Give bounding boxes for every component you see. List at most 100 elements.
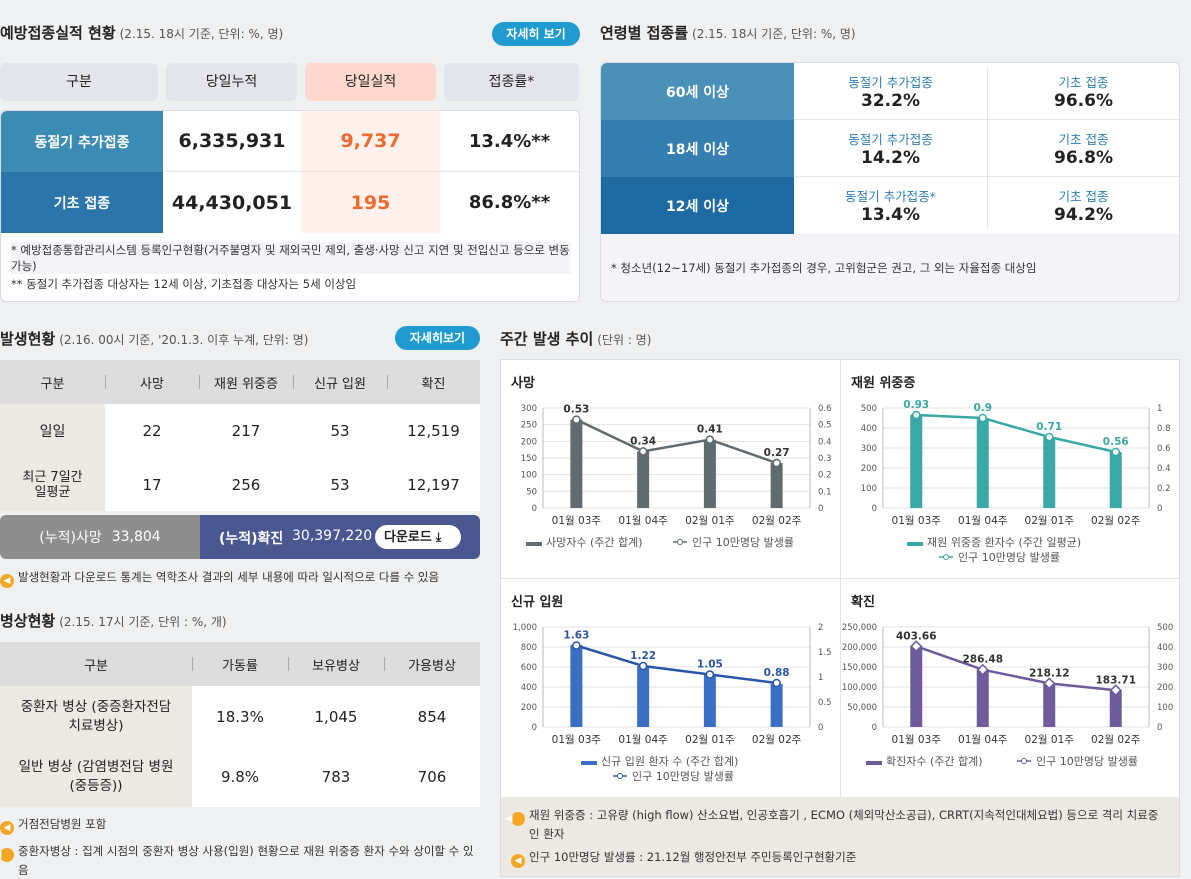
bar xyxy=(910,414,923,508)
x-tick-label: 01월 03주 xyxy=(552,515,602,527)
bed-note-2: ◀중환자병상 : 집계 시점의 중환자 병상 사용(입원) 현황으로 재원 위중… xyxy=(0,843,475,878)
rate-label: 286.48 xyxy=(962,654,1003,666)
occur-header-severe: 재원 위중증 xyxy=(214,376,278,392)
cum-confirm-box: (누적)확진 30,397,220 다운로드 ⤓ xyxy=(200,515,480,559)
rate-label: 0.93 xyxy=(903,399,929,411)
occur-header-category: 구분 xyxy=(40,376,65,392)
legend-line-label: 인구 10만명당 발생률 xyxy=(692,536,794,549)
rate-point xyxy=(772,458,781,468)
rate-label: 0.53 xyxy=(563,404,589,416)
y-tick-label: 800 xyxy=(521,643,537,653)
x-tick-label: 01월 03주 xyxy=(892,734,942,746)
y-tick-label: 150 xyxy=(521,454,537,464)
occur-row-avg-label: 최근 7일간 일평균 xyxy=(0,458,105,511)
vacc-note-2: ** 동절기 추가접종 대상자는 12세 이상, 기초접종 대상자는 5세 이상… xyxy=(11,277,357,291)
y2-tick-label: 0.4 xyxy=(818,437,832,447)
y-tick-label: 200 xyxy=(521,437,537,447)
legend-line-marker xyxy=(677,539,683,545)
rate-point xyxy=(572,641,581,650)
occur-avg-confirm: 12,197 xyxy=(407,475,460,494)
vacc-booster-rate: 13.4%** xyxy=(440,111,579,172)
y-tick-label: 50 xyxy=(526,487,537,497)
rate-line xyxy=(575,418,778,465)
bed-note-1: ◀ 거점전담병원 포함 xyxy=(0,816,490,835)
rate-point xyxy=(976,663,989,676)
bar xyxy=(1043,683,1056,727)
y-tick-label: 200,000 xyxy=(842,643,877,653)
chart-confirm-title: 확진 xyxy=(851,595,875,610)
bed-header-category: 구분 xyxy=(84,658,108,674)
rate-line xyxy=(916,413,1117,454)
x-tick-label: 02월 01주 xyxy=(1025,734,1075,746)
chart-admit-svg: 0 200 400 600 800 1,000 0 0.5 1 1.5 2 01월 03주 01월 04… xyxy=(513,623,832,783)
bar xyxy=(1043,437,1056,508)
y2-tick-label: 0.2 xyxy=(1157,484,1171,494)
y2-tick-label: 0.6 xyxy=(1157,444,1171,454)
bed-title: 병상현황 (2.15. 17시 기준, 단위 : %, 개) xyxy=(0,612,227,630)
x-tick-label: 01월 04주 xyxy=(958,515,1008,527)
y2-tick-label: 200 xyxy=(1157,683,1173,693)
cum-death-box: (누적)사망 33,804 xyxy=(0,515,200,559)
weekly-charts: 사망 0 50 100 150 200 250 300 0 0.1 0.2 0.3 0.4 0.5 0.6… xyxy=(500,359,1180,877)
weekly-note-2: ◀ 인구 10만명당 발생률 : 21.12월 행정안전부 주민등록인구현황기준 xyxy=(511,849,1161,868)
bar xyxy=(703,675,716,727)
weekly-note-1: ◀ 재원 위중증 : 고유량 (high flow) 산소요법, 인공호흡기 , … xyxy=(505,808,1159,841)
y-tick-label: 1,000 xyxy=(513,623,537,633)
occur-note: ◀ 발생현황과 다운로드 통계는 역학조사 결과의 세부 내용에 따라 일시적으로… xyxy=(0,569,490,588)
y-tick-label: 250 xyxy=(521,421,537,431)
y2-tick-label: 0 xyxy=(1157,504,1162,514)
x-tick-label: 02월 02주 xyxy=(1091,515,1141,527)
occur-detail-button[interactable]: 자세히보기 xyxy=(395,326,480,350)
x-tick-label: 02월 02주 xyxy=(752,515,802,527)
rate-label: 0.88 xyxy=(764,667,790,679)
legend-bar-label: 확진자수 (주간 합계) xyxy=(886,755,983,768)
age-title: 연령별 접종률 (2.15. 18시 기준, 단위: %, 명) xyxy=(600,24,856,42)
occur-title: 발생현황 (2.16. 00시 기준, '20.1.3. 이후 누계, 단위: 명… xyxy=(0,330,309,348)
chart-death: 사망 0 50 100 150 200 250 300 0 0.1 0.2 0.3 0.4 0.5 0.6… xyxy=(501,360,840,578)
rate-label: 1.05 xyxy=(697,659,723,671)
bed-icu-available: 854 xyxy=(417,707,447,726)
y-tick-label: 100,000 xyxy=(842,683,877,693)
rate-point xyxy=(912,410,921,420)
x-tick-label: 02월 01주 xyxy=(685,734,735,746)
occur-row-daily-label: 일일 xyxy=(0,404,105,458)
download-icon: ⤓ xyxy=(435,530,442,544)
vacc-header-rate: 접종률* xyxy=(444,63,579,101)
legend-bar-swatch xyxy=(907,542,923,546)
rate-line xyxy=(915,645,1116,692)
y2-tick-label: 0.6 xyxy=(818,404,832,414)
rate-point xyxy=(705,670,715,679)
age-12-base: 기초 접종 94.2% xyxy=(1054,189,1113,225)
occur-daily-severe: 217 xyxy=(231,422,261,440)
speaker-icon: ◀ xyxy=(0,848,14,862)
x-tick-label: 01월 04주 xyxy=(958,734,1008,746)
vacc-base-rate: 86.8%** xyxy=(468,192,551,213)
y2-tick-label: 0.2 xyxy=(818,471,832,481)
rate-point xyxy=(1109,684,1122,697)
rate-point xyxy=(1111,447,1120,457)
y-tick-label: 600 xyxy=(521,663,537,673)
occur-daily-death: 22 xyxy=(142,422,162,440)
rate-label: 0.71 xyxy=(1036,421,1062,433)
rate-label: 1.22 xyxy=(630,650,656,662)
rate-point xyxy=(1045,432,1054,442)
vacc-detail-button[interactable]: 자세히 보기 xyxy=(492,22,580,46)
y-tick-label: 500 xyxy=(861,404,877,414)
bar xyxy=(703,439,716,508)
chart-severe-svg: 0 100 200 300 400 500 0 0.2 0.4 0.6 0.8 1 01월 03주 01월… xyxy=(861,399,1171,564)
occur-avg-death: 17 xyxy=(142,475,162,494)
legend-line-marker xyxy=(617,773,623,779)
age-row-60-label: 60세 이상 xyxy=(601,63,794,120)
y-tick-label: 0 xyxy=(872,723,877,733)
legend-bar-swatch xyxy=(526,542,542,546)
bar xyxy=(770,684,783,727)
y-tick-label: 200 xyxy=(861,464,877,474)
x-tick-label: 01월 03주 xyxy=(892,515,942,527)
rate-point xyxy=(978,413,987,423)
bar xyxy=(570,645,583,727)
download-button[interactable]: 다운로드 ⤓ xyxy=(375,525,461,549)
age-note: * 청소년(12~17세) 동절기 추가접종의 경우, 고위험군은 권고, 그 … xyxy=(611,261,1037,275)
x-tick-label: 02월 02주 xyxy=(1091,734,1141,746)
legend-bar-swatch xyxy=(581,761,597,765)
y2-tick-label: 500 xyxy=(1157,623,1173,633)
